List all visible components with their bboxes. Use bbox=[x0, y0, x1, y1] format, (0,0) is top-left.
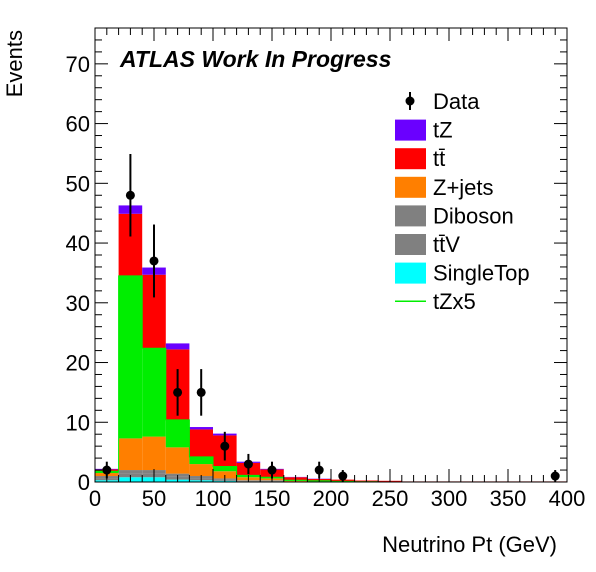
legend-label: tt̄V bbox=[433, 232, 460, 257]
legend-swatch bbox=[395, 148, 426, 170]
x-tick-label: 200 bbox=[313, 486, 350, 511]
data-point bbox=[125, 190, 135, 200]
bar-diboson bbox=[118, 470, 143, 474]
data-point bbox=[220, 441, 230, 451]
bar-tzx5 bbox=[213, 466, 237, 472]
data-points bbox=[102, 154, 560, 482]
data-point bbox=[243, 459, 253, 469]
bar-tzx5 bbox=[142, 348, 166, 437]
x-axis-title: Neutrino Pt (GeV) bbox=[382, 532, 557, 557]
y-tick-label: 60 bbox=[66, 112, 90, 137]
y-tick-label: 30 bbox=[66, 291, 90, 316]
legend-label: tZx5 bbox=[433, 289, 476, 314]
x-tick-label: 50 bbox=[142, 486, 166, 511]
axis-ticks bbox=[94, 27, 568, 483]
y-tick-label: 50 bbox=[66, 171, 90, 196]
bar-tt- bbox=[118, 213, 143, 276]
legend-label: tZ bbox=[433, 118, 453, 143]
y-axis-title: Events bbox=[2, 30, 27, 97]
x-tick-label: 400 bbox=[549, 486, 586, 511]
bar-tt- bbox=[189, 429, 213, 457]
bar-z-jets bbox=[189, 464, 213, 477]
y-tick-label: 20 bbox=[66, 351, 90, 376]
legend-label: tt̄ bbox=[433, 146, 445, 171]
legend: Data tZ tt̄ Z+jets Diboson tt̄V SingleTop tZx5 bbox=[395, 89, 530, 314]
bar-z-jets bbox=[213, 471, 237, 479]
bar-tzx5 bbox=[165, 419, 190, 448]
data-point bbox=[314, 465, 324, 475]
data-point bbox=[173, 387, 183, 397]
y-tick-label: 0 bbox=[78, 470, 90, 495]
legend-label: Diboson bbox=[433, 203, 514, 228]
legend-swatch bbox=[395, 176, 426, 198]
data-point bbox=[102, 465, 112, 475]
data-point bbox=[196, 387, 206, 397]
bar-z-jets bbox=[142, 436, 166, 471]
legend-label: Z+jets bbox=[433, 175, 494, 200]
bar-tz bbox=[189, 427, 213, 430]
x-tick-label: 350 bbox=[490, 486, 527, 511]
legend-label: SingleTop bbox=[433, 261, 530, 286]
x-tick-label: 150 bbox=[254, 486, 291, 511]
legend-swatch bbox=[395, 205, 426, 227]
x-tick-label: 0 bbox=[89, 486, 101, 511]
legend-swatch bbox=[395, 262, 426, 284]
x-tick-labels: 0 50 100 150 200 250 300 350 400 bbox=[89, 486, 585, 511]
x-tick-label: 300 bbox=[431, 486, 468, 511]
chart-title: ATLAS Work In Progress bbox=[119, 46, 391, 72]
legend-label: Data bbox=[433, 89, 480, 114]
legend-swatch bbox=[395, 234, 426, 255]
y-tick-label: 70 bbox=[66, 52, 90, 77]
bar-tt- bbox=[142, 274, 166, 349]
bar-tz bbox=[165, 343, 190, 350]
bar-z-jets bbox=[165, 447, 190, 474]
bar-tzx5 bbox=[118, 275, 143, 439]
x-tick-label: 250 bbox=[372, 486, 409, 511]
y-tick-label: 40 bbox=[66, 231, 90, 256]
bar-z-jets bbox=[118, 438, 143, 471]
x-tick-label: 100 bbox=[195, 486, 232, 511]
y-tick-labels: 0 10 20 30 40 50 60 70 bbox=[66, 52, 90, 495]
bar-tzx5 bbox=[189, 456, 213, 465]
y-tick-label: 10 bbox=[66, 410, 90, 435]
legend-marker bbox=[405, 96, 415, 106]
legend-swatch bbox=[395, 119, 426, 141]
data-point bbox=[149, 256, 159, 266]
